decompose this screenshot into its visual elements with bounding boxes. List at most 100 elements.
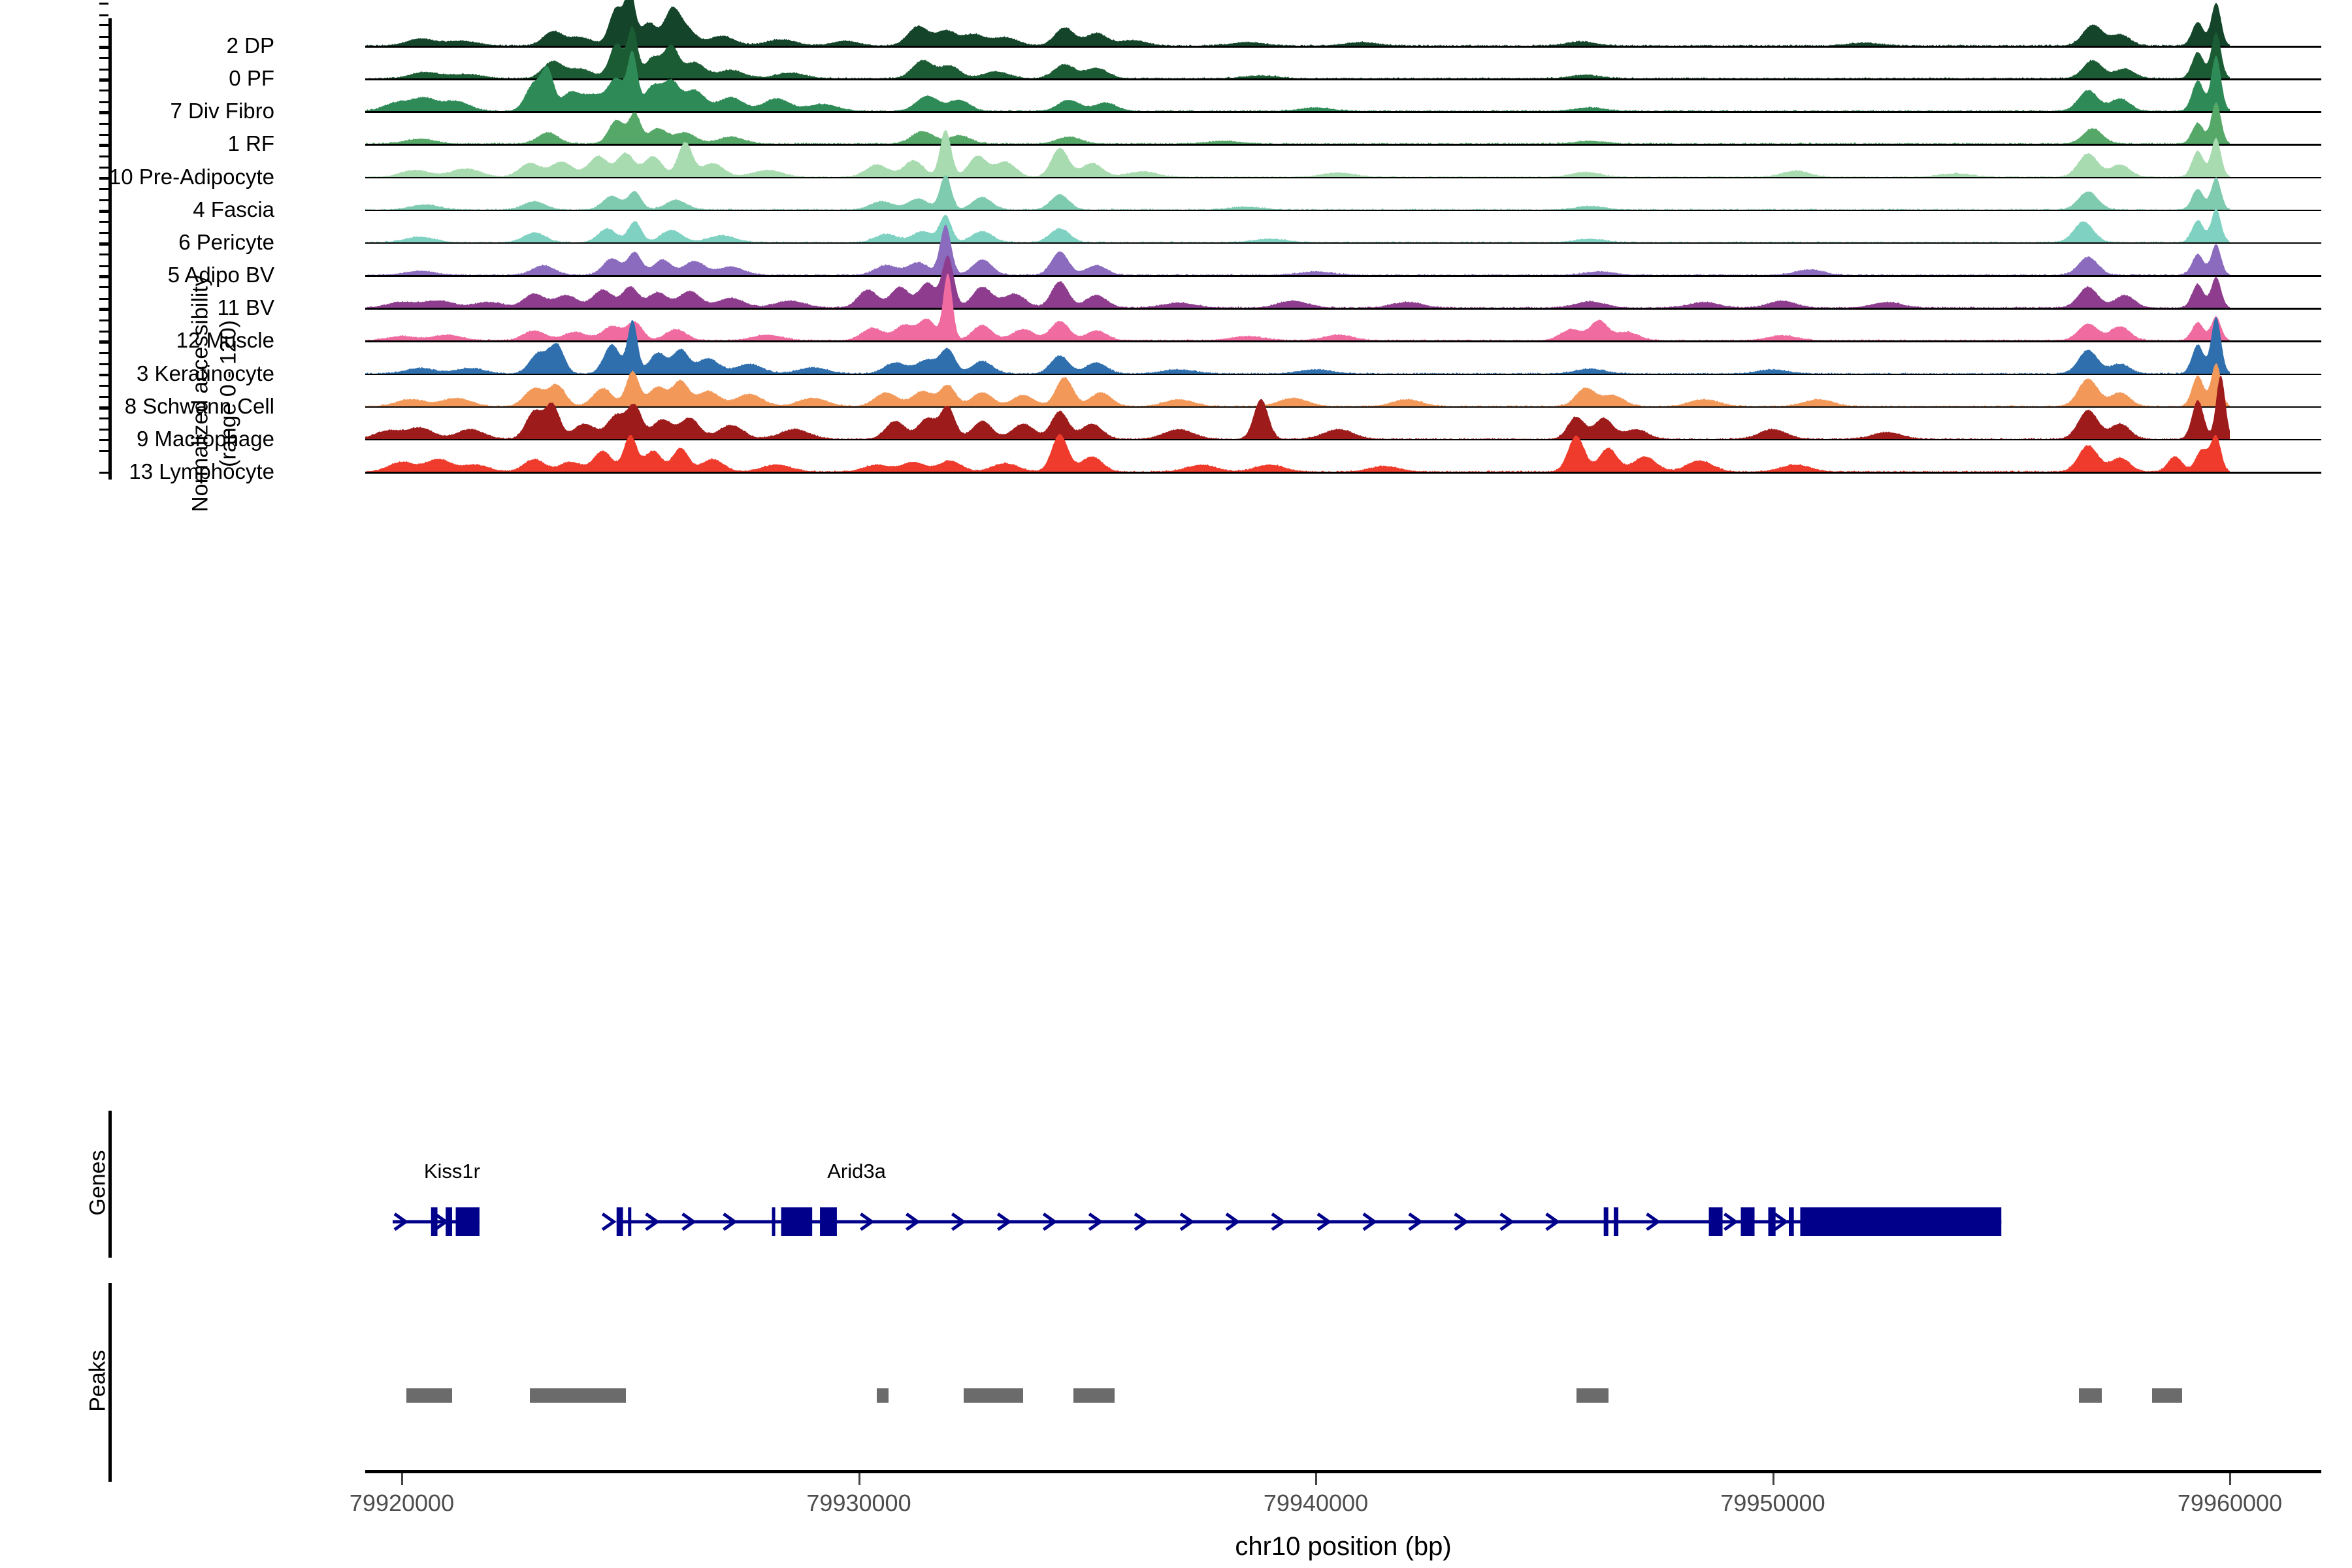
- y-axis-tick: [99, 24, 108, 27]
- x-axis-tick: [1772, 1473, 1774, 1485]
- y-axis-tick: [99, 3, 108, 5]
- y-axis-tick: [99, 308, 108, 310]
- y-axis-tick: [99, 90, 108, 92]
- y-axis-tick: [99, 242, 108, 244]
- y-axis-tick: [99, 167, 108, 169]
- track-label-7-div-fibro: 7 Div Fibro: [170, 99, 274, 123]
- y-axis-tick: [99, 46, 108, 49]
- coverage-area-7-div-fibro: [365, 51, 2230, 112]
- y-axis-tick: [99, 340, 108, 343]
- track-label-1-rf: 1 RF: [227, 131, 274, 156]
- peak-region: [2152, 1388, 2182, 1403]
- track-baseline: [365, 144, 2321, 146]
- y-axis-tick: [99, 417, 108, 420]
- track-baseline: [365, 406, 2321, 408]
- y-axis-tick: [99, 221, 108, 223]
- y-axis-tick: [99, 396, 108, 399]
- y-axis-tick: [99, 101, 108, 103]
- y-axis-tick: [99, 472, 108, 474]
- y-axis-tick: [99, 309, 108, 312]
- x-axis-line: [365, 1470, 2321, 1473]
- y-axis-tick: [99, 407, 108, 410]
- coverage-area-3-keratinocyte: [365, 317, 2230, 374]
- x-axis-title: chr10 position (bp): [1235, 1532, 1452, 1561]
- peak-region: [1073, 1388, 1115, 1403]
- y-axis-tick: [99, 111, 108, 114]
- track-baseline: [365, 78, 2321, 80]
- y-axis-tick: [99, 243, 108, 246]
- peak-region: [964, 1388, 1024, 1403]
- y-axis-tick: [99, 178, 108, 180]
- y-axis-tick: [99, 155, 108, 157]
- y-axis-tick: [99, 57, 108, 59]
- peak-region: [406, 1388, 452, 1403]
- gene-name-arid3a: Arid3a: [827, 1160, 886, 1183]
- gene-models: [393, 1207, 2002, 1236]
- y-axis-tick: [99, 406, 108, 408]
- y-axis-tick: [99, 199, 108, 202]
- track-label-3-keratinocyte: 3 Keratinocyte: [137, 361, 274, 385]
- x-axis-tick-label: 79960000: [2177, 1490, 2283, 1516]
- track-label-13-lymphocyte: 13 Lymphocyte: [129, 459, 274, 483]
- y-axis-tick: [99, 363, 108, 366]
- track-baseline: [365, 242, 2321, 244]
- x-axis-tick-label: 79950000: [1720, 1490, 1825, 1516]
- y-axis-tick: [99, 330, 108, 333]
- track-baseline: [365, 111, 2321, 113]
- y-axis-tick: [99, 373, 108, 376]
- peak-region: [1576, 1388, 1609, 1403]
- coverage-area-0-pf: [365, 25, 2230, 79]
- y-axis-line: [108, 18, 112, 480]
- track-baseline: [365, 275, 2321, 277]
- y-axis-tick: [99, 78, 108, 81]
- x-axis-tick: [1315, 1473, 1317, 1485]
- track-label-5-adipo-bv: 5 Adipo BV: [167, 263, 274, 287]
- coverage-area-5-adipo-bv: [365, 224, 2230, 276]
- coverage-area-13-lymphocyte: [365, 433, 2230, 472]
- y-axis-tick: [99, 275, 108, 278]
- x-axis-tick-label: 79930000: [806, 1490, 911, 1516]
- coverage-area-1-rf: [365, 103, 2230, 144]
- y-axis-tick: [99, 342, 108, 344]
- y-axis-tick: [99, 319, 108, 321]
- y-axis-tick: [99, 384, 108, 387]
- y-axis-tick: [99, 210, 108, 213]
- y-axis-tick: [99, 265, 108, 267]
- y-axis-tick: [99, 145, 108, 148]
- track-baseline: [365, 308, 2321, 310]
- y-axis-tick: [99, 14, 108, 16]
- y-axis-tick: [99, 276, 108, 278]
- y-axis-tick: [99, 122, 108, 125]
- x-axis-tick-label: 79940000: [1263, 1490, 1369, 1516]
- coverage-area-11-bv: [365, 255, 2230, 308]
- y-axis-tick: [99, 80, 108, 82]
- track-label-8-schwann-cell: 8 Schwann Cell: [124, 393, 274, 418]
- peak-region: [877, 1388, 889, 1403]
- y-axis-tick: [99, 438, 108, 441]
- coverage-area-8-schwann-cell: [365, 363, 2230, 406]
- y-axis-tick: [99, 176, 108, 179]
- coverage-area-2-dp: [365, 0, 2230, 46]
- y-axis-tick: [99, 209, 108, 212]
- x-axis-tick-label: 79920000: [349, 1490, 455, 1516]
- track-baseline: [365, 176, 2321, 179]
- y-axis-tick: [99, 429, 108, 431]
- track-baseline: [365, 209, 2321, 212]
- y-axis-tick: [99, 68, 108, 71]
- track-label-11-bv: 11 BV: [217, 295, 274, 320]
- gene-name-kiss1r: Kiss1r: [423, 1160, 481, 1183]
- x-axis-tick: [401, 1473, 403, 1485]
- track-baseline: [365, 472, 2321, 474]
- track-baseline: [365, 438, 2321, 441]
- track-label-10-pre-adipocyte: 10 Pre-Adipocyte: [108, 164, 274, 189]
- peak-region: [529, 1388, 626, 1403]
- y-axis-tick: [99, 351, 108, 354]
- x-axis-tick: [858, 1473, 860, 1485]
- y-axis-tick: [99, 450, 108, 453]
- y-axis-tick: [99, 133, 108, 136]
- y-axis-tick: [99, 46, 108, 48]
- y-axis-tick: [99, 286, 108, 289]
- track-label-4-fascia: 4 Fascia: [193, 197, 274, 221]
- peaks-axis-line: [108, 1283, 112, 1482]
